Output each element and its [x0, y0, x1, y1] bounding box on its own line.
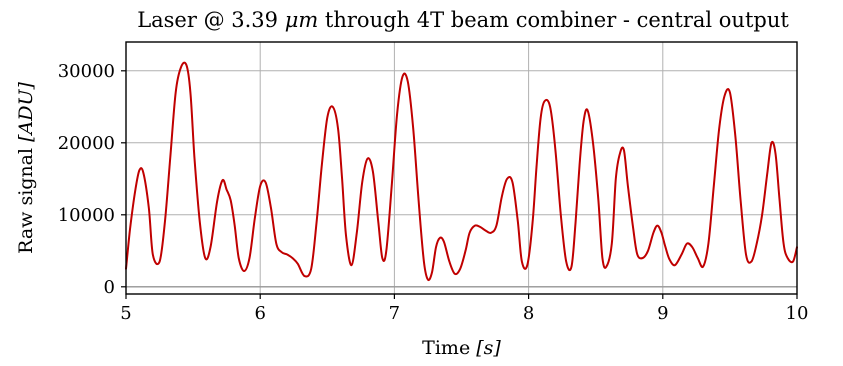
chart-title-prefix: Laser @ 3.39	[137, 8, 285, 32]
x-tick-label: 8	[523, 303, 534, 324]
x-axis-label-unit: [s]	[476, 337, 501, 359]
x-tick-label: 5	[120, 303, 131, 324]
chart-title-unit: μm	[285, 8, 319, 32]
axis-ticks: 5 6 7 8 9 10 0 10000 20000 30000	[58, 61, 809, 324]
y-axis-label-unit: [ADU]	[15, 81, 37, 141]
y-tick-label: 0	[104, 277, 115, 298]
y-tick-label: 10000	[58, 205, 115, 226]
x-tick-label: 10	[786, 303, 809, 324]
y-tick-label: 30000	[58, 61, 115, 82]
x-tick-label: 6	[254, 303, 265, 324]
plot-frame	[125, 41, 798, 295]
chart-title: Laser @ 3.39 μm through 4T beam combiner…	[137, 8, 789, 32]
y-tick-label: 20000	[58, 133, 115, 154]
x-tick-label: 9	[657, 303, 668, 324]
y-axis-label: Raw signal [ADU]	[15, 81, 37, 253]
series-layer	[125, 61, 798, 282]
chart-title-suffix: through 4T beam combiner - central outpu…	[318, 8, 789, 32]
y-axis-label-prefix: Raw signal	[15, 142, 37, 254]
x-tick-label: 7	[389, 303, 400, 324]
x-axis-label: Time [s]	[422, 337, 501, 359]
x-axis-label-prefix: Time	[422, 337, 476, 359]
series-line	[125, 61, 798, 282]
